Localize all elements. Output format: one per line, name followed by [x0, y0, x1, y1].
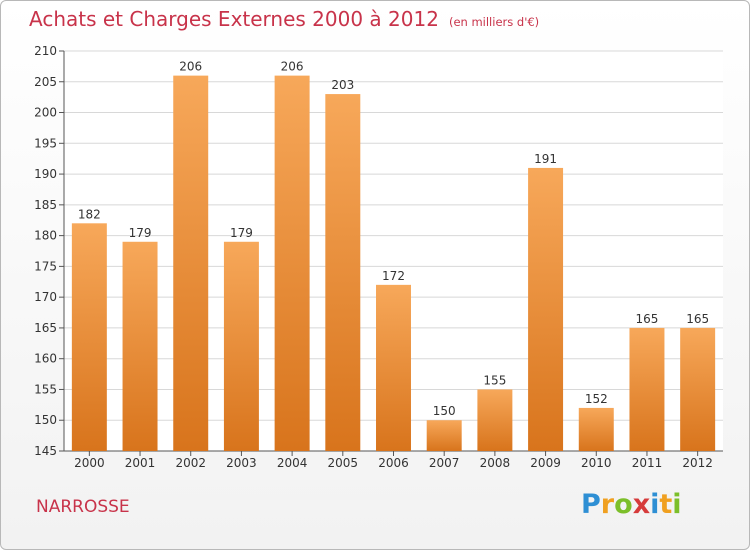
x-tick-label: 2001 — [125, 456, 156, 470]
data-label: 179 — [129, 226, 152, 240]
bar-2004 — [274, 75, 310, 451]
bar-2008 — [477, 389, 513, 451]
town-name: NARROSSE — [36, 497, 130, 517]
logo-letter: P — [581, 489, 601, 520]
proxiti-logo: Proxiti — [581, 489, 682, 520]
data-label: 155 — [483, 373, 506, 387]
data-label: 206 — [179, 60, 202, 74]
y-tick-label: 210 — [34, 44, 57, 58]
y-tick-label: 180 — [34, 229, 57, 243]
x-tick-label: 2011 — [632, 456, 663, 470]
bar-2009 — [528, 167, 564, 451]
x-tick-label: 2006 — [378, 456, 409, 470]
chart-title-text: Achats et Charges Externes 2000 à 2012 — [29, 7, 439, 31]
bar-2005 — [325, 94, 361, 452]
logo-letter: r — [600, 489, 615, 520]
y-tick-label: 165 — [34, 321, 57, 335]
y-tick-label: 145 — [34, 444, 57, 458]
logo-letter: i — [672, 489, 682, 520]
x-tick-label: 2009 — [530, 456, 561, 470]
y-tick-label: 175 — [34, 259, 57, 273]
x-tick-label: 2005 — [328, 456, 359, 470]
data-label: 182 — [78, 207, 101, 221]
x-tick-label: 2007 — [429, 456, 460, 470]
bar-2007 — [426, 420, 462, 451]
y-tick-label: 170 — [34, 290, 57, 304]
data-label: 172 — [382, 269, 405, 283]
logo-letter: o — [614, 489, 633, 520]
logo-letter: t — [659, 489, 673, 520]
bar-2011 — [629, 327, 665, 451]
y-tick-label: 185 — [34, 198, 57, 212]
bar-2000 — [71, 223, 107, 451]
x-tick-label: 2003 — [226, 456, 257, 470]
logo-letter: i — [650, 489, 660, 520]
bar-2010 — [578, 407, 614, 451]
bar-2002 — [173, 75, 209, 451]
y-tick-label: 205 — [34, 75, 57, 89]
y-tick-label: 200 — [34, 106, 57, 120]
y-tick-label: 160 — [34, 352, 57, 366]
x-tick-label: 2004 — [277, 456, 308, 470]
logo-letter: x — [632, 489, 651, 520]
bar-2012 — [680, 327, 716, 451]
data-label: 206 — [281, 60, 304, 74]
data-label: 203 — [331, 78, 354, 92]
x-tick-label: 2002 — [175, 456, 206, 470]
x-tick-label: 2010 — [581, 456, 612, 470]
x-tick-label: 2000 — [74, 456, 105, 470]
bar-2001 — [122, 241, 158, 451]
chart-unit: (en milliers d'€) — [448, 15, 540, 29]
data-label: 179 — [230, 226, 253, 240]
bar-2006 — [376, 284, 411, 451]
y-tick-label: 150 — [34, 413, 57, 427]
x-tick-label: 2012 — [682, 456, 713, 470]
data-label: 165 — [686, 312, 709, 326]
data-label: 152 — [585, 392, 608, 406]
data-label: 150 — [433, 404, 456, 418]
data-label: 191 — [534, 152, 557, 166]
y-tick-label: 155 — [34, 382, 57, 396]
bar-2003 — [223, 241, 259, 451]
data-label: 165 — [636, 312, 659, 326]
y-tick-label: 190 — [34, 167, 57, 181]
chart-title: Achats et Charges Externes 2000 à 2012 (e… — [29, 7, 539, 31]
y-tick-label: 195 — [34, 136, 57, 150]
x-tick-label: 2008 — [480, 456, 511, 470]
